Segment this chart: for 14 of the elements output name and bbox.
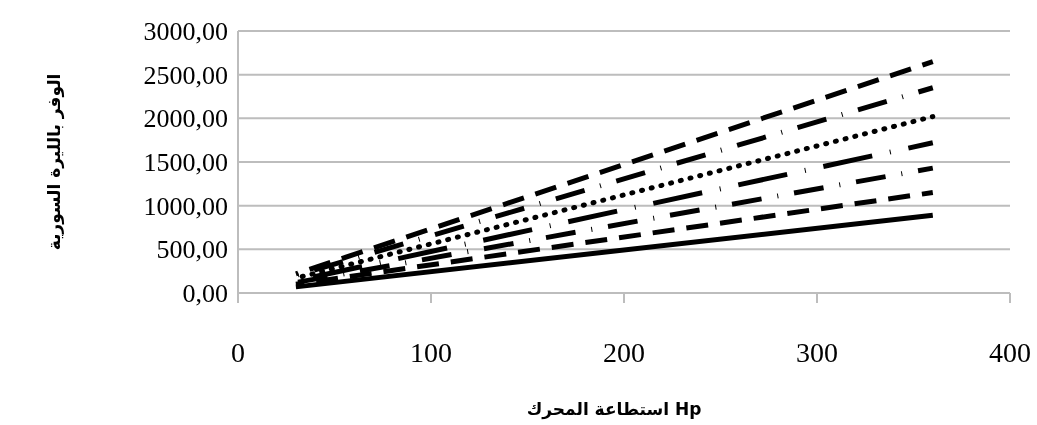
x-tick-label: 400 [989, 337, 1031, 368]
y-tick-label: 1500,00 [143, 148, 228, 177]
y-tick-label: 500,00 [156, 235, 228, 265]
y-tick-label: 0,00 [182, 279, 228, 308]
x-tick-label: 100 [410, 337, 452, 368]
x-tick-label: 300 [796, 337, 838, 368]
y-tick-label: 1000,00 [143, 191, 228, 221]
y-tick-label: 2500,00 [143, 60, 228, 90]
y-tick-label: 3000,00 [143, 17, 228, 46]
y-tick-label: 2000,00 [143, 104, 228, 134]
x-tick-label: 200 [603, 337, 645, 368]
x-tick-label: 0 [231, 337, 245, 368]
y-axis-title: الوفر بالليرة السورية [44, 73, 65, 251]
x-axis-title: استطاعة المحرك Hp [526, 399, 702, 420]
